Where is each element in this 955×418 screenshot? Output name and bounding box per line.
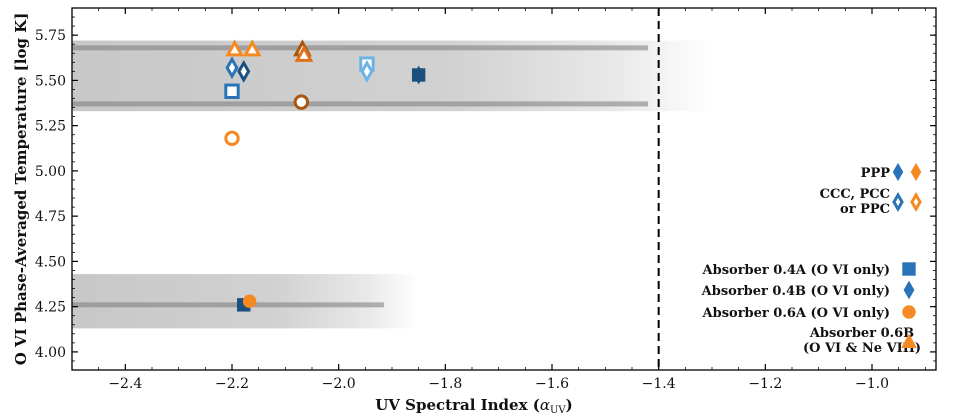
y-axis-title: O VI Phase-Averaged Temperature [log K] (12, 13, 30, 366)
data-point-diamond (225, 56, 239, 80)
legend-label-circle: Absorber 0.6A (O VI only) (702, 306, 890, 321)
legend-label-ccc-line2: or PPC (840, 202, 890, 217)
x-tick-label: −1.6 (535, 376, 569, 392)
legend-marker-blue-filled (892, 162, 904, 182)
axis-ticks: −2.4 −2.2 −2.0 −1.8 −1.6 −1.4 −1.2 −1.0 4.00 4.25… (35, 7, 936, 392)
legend-label-triangle-line1: Absorber 0.6B (809, 326, 914, 341)
density-ridge (72, 302, 384, 308)
x-tick-label: −2.4 (108, 376, 142, 392)
legend-marker-square (902, 262, 916, 276)
y-tick-label: 5.50 (35, 73, 66, 89)
legend-label-square: Absorber 0.4A (O VI only) (702, 263, 890, 278)
background-density-layer (72, 40, 712, 329)
data-points (224, 39, 426, 312)
data-point-triangle (242, 39, 262, 57)
x-tick-label: −2.2 (215, 376, 249, 392)
legend-marker-diamond (903, 280, 915, 300)
data-point-square (224, 83, 240, 99)
legend-label-ppp: PPP (861, 166, 891, 181)
x-tick-label: −1.4 (642, 376, 676, 392)
y-tick-label: 5.00 (35, 164, 66, 180)
data-point-diamond (413, 65, 425, 85)
legend-marker-orange-filled (910, 162, 922, 182)
x-tick-label: −2.0 (322, 376, 356, 392)
data-point-circle (293, 94, 310, 110)
y-tick-label: 4.75 (35, 209, 66, 225)
y-tick-label: 5.25 (35, 119, 66, 135)
data-point-circle (242, 294, 257, 308)
density-band (72, 40, 712, 112)
y-tick-label: 5.75 (35, 28, 66, 44)
x-axis-title: UV Spectral Index (αUV) (375, 396, 573, 416)
x-tick-label: −1.8 (428, 376, 462, 392)
y-tick-label: 4.50 (35, 254, 66, 270)
data-point-circle (224, 130, 240, 147)
legend-label-triangle-line2: (O VI & Ne VIII) (803, 341, 921, 356)
data-point-diamond (360, 59, 374, 83)
x-tick-label: −1.2 (748, 376, 782, 392)
density-ridge (72, 101, 648, 107)
x-tick-label: −1.0 (855, 376, 889, 392)
legend-label-diamond: Absorber 0.4B (O VI only) (701, 284, 890, 299)
y-tick-label: 4.25 (35, 300, 66, 316)
data-point-diamond (237, 59, 251, 83)
data-point-triangle (225, 39, 245, 57)
density-ridge (72, 45, 648, 51)
legend-marker-blue-open (892, 191, 904, 213)
y-tick-label: 4.00 (35, 345, 66, 361)
legend-marker-triangle (901, 333, 917, 348)
legend-marker-circle (902, 305, 916, 319)
legend-marker-orange-open (910, 191, 922, 213)
data-point-triangle (294, 44, 314, 62)
legend-label-ccc-line1: CCC, PCC (820, 187, 890, 202)
